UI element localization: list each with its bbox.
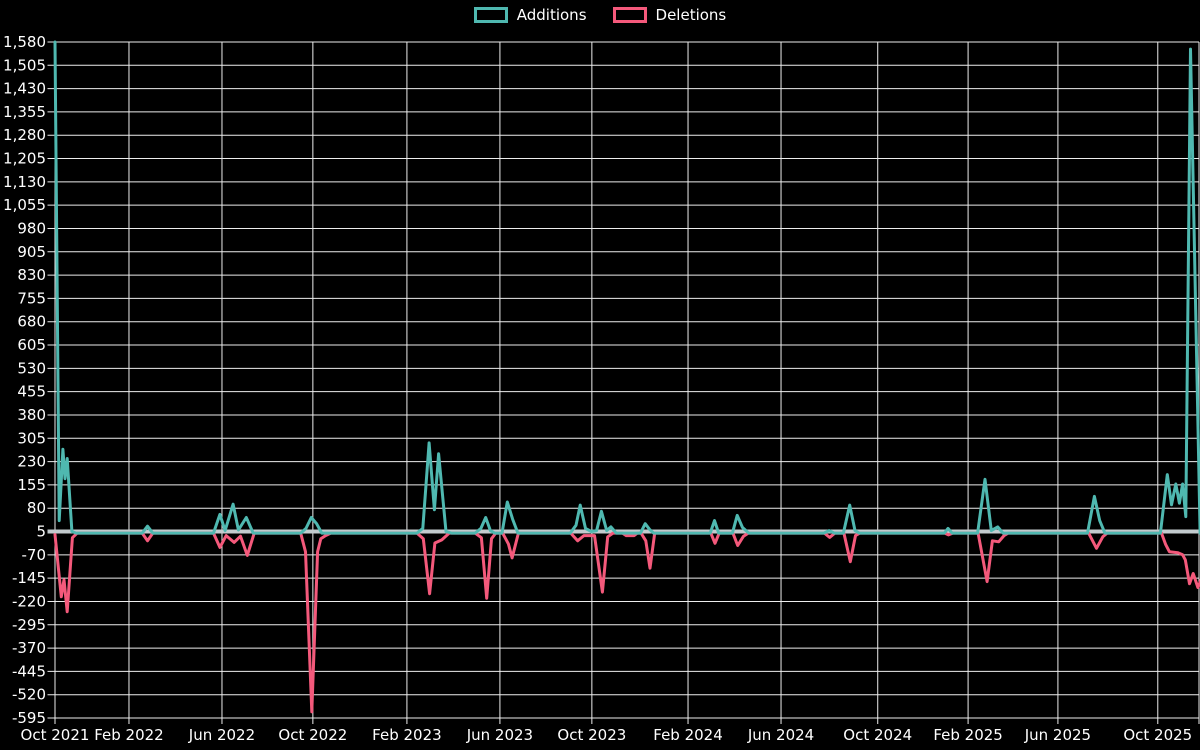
deletions-line <box>53 531 1200 714</box>
y-tick-label: 230 <box>17 453 46 471</box>
legend-label: Additions <box>516 6 587 24</box>
y-tick-label: -520 <box>12 686 46 704</box>
chart-legend: Additions Deletions <box>0 6 1200 24</box>
y-tick-label: 1,205 <box>3 150 46 168</box>
y-tick-label: 1,580 <box>3 33 46 51</box>
x-tick-label: Oct 2021 <box>21 726 90 744</box>
legend-item-deletions: Deletions <box>612 6 727 24</box>
deletions-swatch-icon <box>612 7 647 23</box>
y-tick-label: 905 <box>17 243 46 261</box>
y-tick-label: -145 <box>12 569 46 587</box>
y-tick-label: -445 <box>12 662 46 680</box>
legend-item-additions: Additions <box>473 6 587 24</box>
additions-swatch-icon <box>473 7 508 23</box>
x-tick-label: Feb 2023 <box>372 726 442 744</box>
x-tick-label: Feb 2025 <box>933 726 1003 744</box>
y-tick-label: -70 <box>22 546 47 564</box>
x-tick-label: Oct 2025 <box>1123 726 1192 744</box>
y-tick-label: 755 <box>17 289 46 307</box>
y-tick-label: 605 <box>17 336 46 354</box>
y-tick-label: 5 <box>36 523 46 541</box>
y-tick-label: 680 <box>17 313 46 331</box>
y-tick-label: -370 <box>12 639 46 657</box>
y-tick-label: 980 <box>17 219 46 237</box>
y-tick-label: 830 <box>17 266 46 284</box>
y-tick-label: -295 <box>12 616 46 634</box>
y-tick-label: 1,430 <box>3 80 46 98</box>
y-tick-label: -220 <box>12 592 46 610</box>
y-tick-label: 530 <box>17 359 46 377</box>
x-tick-label: Jun 2024 <box>747 726 814 744</box>
x-tick-label: Jun 2022 <box>188 726 255 744</box>
y-tick-label: 455 <box>17 383 46 401</box>
y-tick-label: -595 <box>12 709 46 727</box>
y-tick-label: 380 <box>17 406 46 424</box>
additions-line <box>53 40 1200 535</box>
y-tick-label: 80 <box>27 499 46 517</box>
x-tick-label: Oct 2023 <box>557 726 626 744</box>
x-tick-label: Feb 2024 <box>653 726 723 744</box>
y-tick-label: 1,505 <box>3 56 46 74</box>
x-tick-label: Oct 2022 <box>278 726 347 744</box>
y-tick-label: 1,130 <box>3 173 46 191</box>
y-tick-label: 1,055 <box>3 196 46 214</box>
y-tick-label: 155 <box>17 476 46 494</box>
x-tick-label: Jun 2023 <box>466 726 533 744</box>
x-tick-label: Feb 2022 <box>94 726 164 744</box>
x-tick-label: Oct 2024 <box>843 726 912 744</box>
x-tick-label: Jun 2025 <box>1024 726 1091 744</box>
y-tick-label: 1,280 <box>3 126 46 144</box>
y-tick-label: 305 <box>17 429 46 447</box>
y-tick-label: 1,355 <box>3 103 46 121</box>
legend-label: Deletions <box>655 6 727 24</box>
